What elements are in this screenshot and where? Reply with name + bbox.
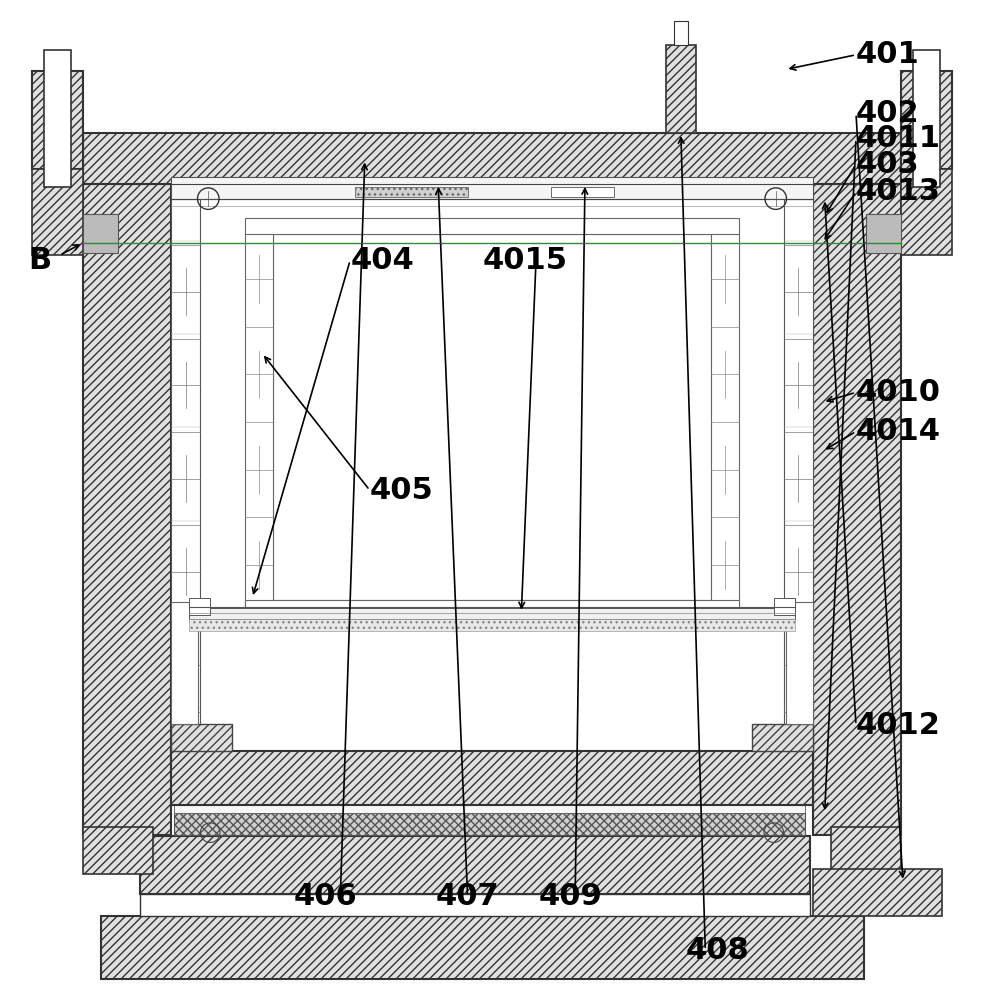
Bar	[171, 724, 232, 751]
Text: 401: 401	[856, 40, 920, 69]
Bar	[901, 169, 952, 255]
Bar	[32, 71, 83, 169]
Text: 4012: 4012	[856, 711, 941, 740]
Bar	[245, 600, 739, 615]
Text: 4013: 4013	[856, 177, 941, 206]
Bar	[245, 218, 739, 234]
Text: 404: 404	[350, 246, 414, 275]
Text: 4010: 4010	[856, 378, 941, 407]
Bar	[813, 184, 901, 835]
Bar	[245, 231, 273, 613]
Bar	[783, 199, 813, 805]
Bar	[666, 45, 696, 133]
Bar	[752, 724, 813, 751]
Bar	[674, 21, 688, 45]
Bar	[83, 184, 171, 835]
Bar	[901, 71, 952, 169]
Bar	[913, 50, 940, 187]
Text: 4015: 4015	[482, 246, 567, 275]
Text: 409: 409	[538, 882, 602, 911]
Text: 402: 402	[856, 99, 920, 128]
Text: 406: 406	[294, 882, 357, 911]
Bar	[866, 214, 901, 253]
Text: 4014: 4014	[856, 417, 941, 446]
Bar	[355, 187, 467, 197]
Text: 405: 405	[370, 476, 433, 505]
Bar	[174, 813, 805, 835]
Bar	[189, 619, 795, 631]
Text: 408: 408	[685, 936, 749, 965]
Bar	[785, 602, 813, 724]
Bar	[44, 50, 71, 187]
Bar	[830, 827, 901, 874]
Text: B: B	[29, 246, 51, 275]
Bar	[551, 187, 614, 197]
Bar	[140, 894, 810, 916]
Bar	[140, 836, 810, 894]
Bar	[83, 133, 901, 184]
Text: 407: 407	[436, 882, 499, 911]
Bar	[773, 598, 795, 615]
Bar	[171, 199, 201, 805]
Bar	[83, 827, 154, 874]
Text: 4011: 4011	[856, 124, 941, 153]
Bar	[174, 805, 805, 813]
Bar	[171, 602, 199, 724]
Bar	[189, 598, 211, 615]
Bar	[32, 169, 83, 255]
Bar	[813, 869, 942, 916]
Text: 403: 403	[856, 150, 920, 179]
Bar	[273, 234, 711, 600]
Bar	[189, 608, 795, 619]
Bar	[100, 916, 864, 979]
Bar	[171, 751, 813, 805]
Bar	[711, 231, 739, 613]
Bar	[171, 177, 813, 199]
Bar	[83, 214, 118, 253]
